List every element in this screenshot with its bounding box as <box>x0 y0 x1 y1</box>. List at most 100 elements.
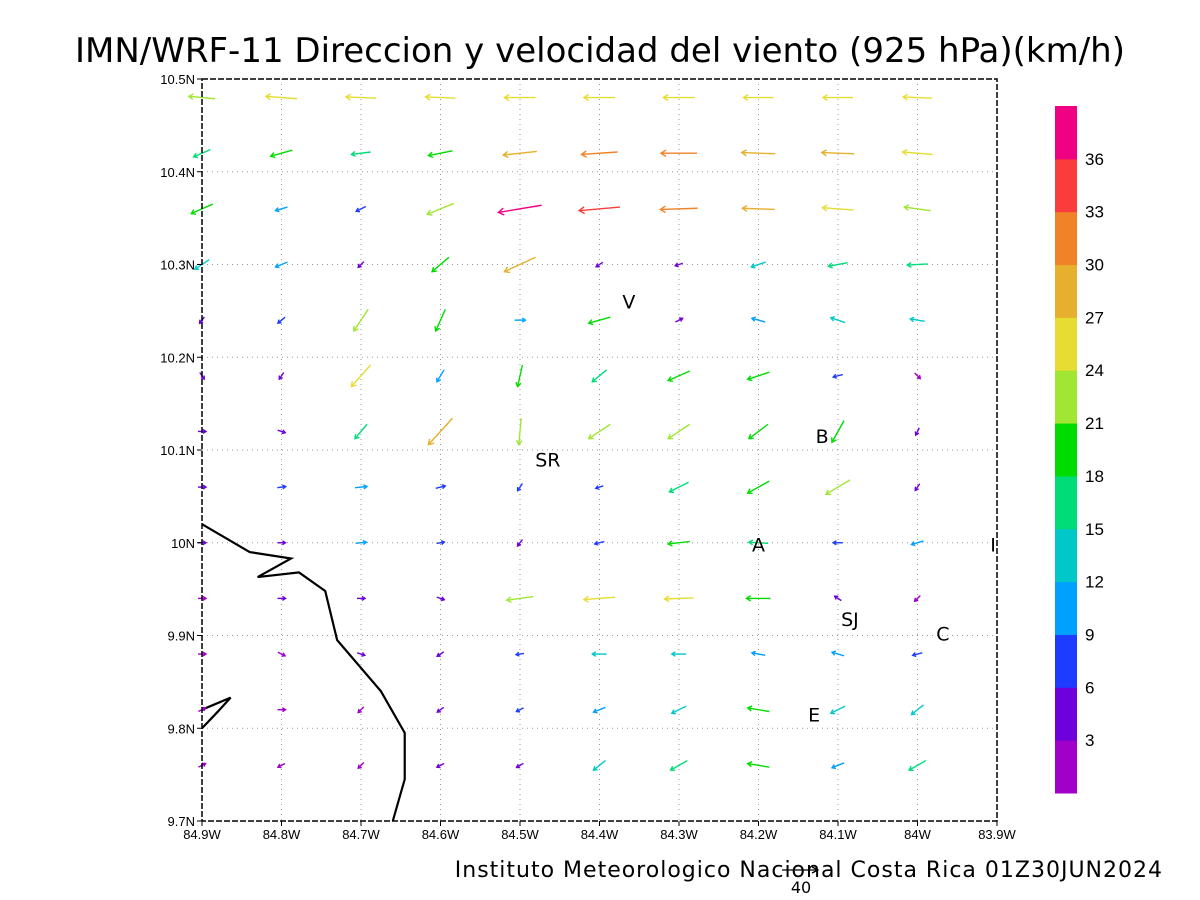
wind-vector-head <box>746 705 753 712</box>
wind-vector <box>750 316 766 323</box>
wind-vector-shaft <box>588 316 611 324</box>
wind-vector-head <box>830 764 837 770</box>
wind-vector-head <box>827 262 833 269</box>
wind-vector <box>582 94 616 102</box>
wind-vector-head <box>673 262 679 268</box>
wind-vector-shaft <box>667 370 691 382</box>
wind-vector-head <box>820 149 827 157</box>
wind-vector <box>595 261 604 268</box>
wind-vector <box>903 204 931 212</box>
wind-vector-head <box>746 488 753 495</box>
wind-vector-shaft <box>357 261 365 268</box>
wind-vector-shaft <box>345 96 377 99</box>
grid-lines <box>202 79 997 821</box>
y-tick-label: 10.3N <box>160 258 195 273</box>
wind-vector-head <box>747 539 754 546</box>
coastline-segment <box>201 523 406 822</box>
wind-vector-shaft <box>911 704 924 716</box>
wind-vector-shaft <box>751 261 766 268</box>
wind-vector <box>746 371 770 382</box>
station-label: I <box>990 535 996 557</box>
wind-vector <box>436 369 445 383</box>
wind-vector-head <box>516 542 522 547</box>
wind-vector-shaft <box>741 151 776 155</box>
wind-vector-head <box>281 652 287 657</box>
wind-vector-head <box>587 319 594 326</box>
wind-vector-head <box>281 429 287 435</box>
wind-vector-head <box>821 204 828 212</box>
wind-vector-head <box>201 762 207 768</box>
wind-vector-shaft <box>265 95 298 100</box>
wind-vector-head <box>914 486 919 492</box>
wind-vector-head <box>514 651 520 657</box>
wind-vector <box>667 423 691 440</box>
wind-vector-shaft <box>831 420 845 443</box>
wind-vector-head <box>750 650 756 657</box>
wind-vector <box>659 149 697 157</box>
wind-vector-head <box>202 595 208 601</box>
wind-vector-head <box>357 708 362 714</box>
x-tick-label: 84.3W <box>660 827 698 842</box>
wind-vector-shaft <box>193 148 211 158</box>
wind-vector-head <box>353 325 359 333</box>
wind-vector <box>577 206 620 215</box>
wind-vector-shaft <box>747 707 770 713</box>
wind-vector-shaft <box>831 651 845 657</box>
wind-vector-head <box>198 319 204 325</box>
wind-vector-head <box>910 710 916 716</box>
wind-vector-shaft <box>436 651 445 657</box>
y-tick-label: 10.2N <box>160 350 195 365</box>
wind-vector-shaft <box>825 479 851 495</box>
y-tick-label: 9.9N <box>168 629 195 644</box>
wind-vector <box>673 262 684 268</box>
wind-vector <box>659 205 698 214</box>
wind-vector-head <box>901 93 909 101</box>
wind-vector-head <box>829 316 836 322</box>
wind-vector-head <box>914 431 920 437</box>
reference-vector-label: 40 <box>791 878 811 897</box>
wind-vector <box>426 202 454 216</box>
wind-vector-shaft <box>828 262 848 267</box>
wind-vector-head <box>274 263 280 269</box>
wind-vector-shaft <box>436 541 445 545</box>
wind-vector-shaft <box>277 485 286 489</box>
wind-vector-shaft <box>594 540 605 545</box>
wind-vector-shaft <box>822 206 854 211</box>
station-label: A <box>752 535 765 557</box>
wind-vector <box>746 705 770 713</box>
wind-vector-head <box>435 763 441 769</box>
wind-vector-shaft <box>188 95 216 100</box>
wind-vector-head <box>357 263 362 269</box>
x-tick-label: 84.2W <box>740 827 778 842</box>
wind-vector-head <box>436 708 441 713</box>
x-tick-label: 84.8W <box>263 827 301 842</box>
wind-vector-head <box>662 94 669 102</box>
wind-vector <box>830 650 845 657</box>
wind-vector-head <box>431 266 437 273</box>
wind-vector-head <box>201 706 207 712</box>
station-label: C <box>936 624 949 646</box>
wind-vector-shaft <box>517 539 523 547</box>
colorbar-tick-label: 12 <box>1085 573 1104 592</box>
wind-vector-head <box>580 150 588 158</box>
y-tick-label: 9.7N <box>168 814 195 829</box>
wind-vector-shaft <box>660 207 698 211</box>
wind-vector <box>276 316 286 324</box>
colorbar-tick-label: 3 <box>1085 731 1094 750</box>
wind-vector-head <box>582 94 589 102</box>
wind-vector <box>747 423 769 440</box>
wind-vector-head <box>830 650 837 656</box>
wind-vector-shaft <box>912 652 923 656</box>
wind-vector <box>593 540 605 546</box>
wind-vector-shaft <box>915 427 920 436</box>
wind-vector-head <box>200 375 205 381</box>
wind-vector <box>276 762 286 769</box>
wind-vector <box>497 204 542 216</box>
wind-vector <box>427 150 453 159</box>
wind-vector <box>910 704 924 716</box>
wind-vector <box>831 540 843 546</box>
wind-vector <box>277 540 287 546</box>
y-tick-label: 9.8N <box>168 721 195 736</box>
wind-vector <box>740 149 776 157</box>
